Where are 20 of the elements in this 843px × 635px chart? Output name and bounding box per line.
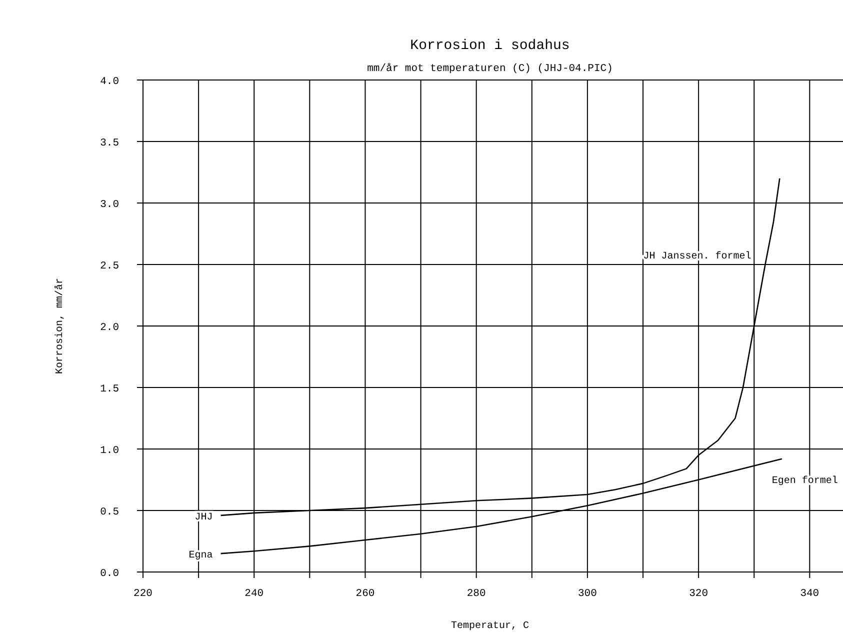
chart-title: Korrosion i sodahus xyxy=(410,38,570,54)
y-axis-title: Korrosion, mm/år xyxy=(54,278,66,374)
y-tick-label: 3.0 xyxy=(100,199,119,211)
y-tick-label: 0.0 xyxy=(100,568,119,580)
y-tick-label: 2.5 xyxy=(100,260,119,272)
x-tick-label: 240 xyxy=(244,588,264,600)
y-tick-label: 2.0 xyxy=(100,322,119,334)
y-tick-label: 3.5 xyxy=(100,138,119,150)
x-tick-label: 300 xyxy=(578,588,597,600)
y-tick-label: 1.5 xyxy=(100,384,119,396)
x-tick-label: 220 xyxy=(134,588,152,600)
y-tick-label: 0.5 xyxy=(100,506,119,518)
y-tick-label: 1.0 xyxy=(100,445,119,457)
x-tick-label: 280 xyxy=(466,588,486,600)
x-tick-label: 320 xyxy=(689,588,708,600)
x-tick-label: 260 xyxy=(356,588,375,600)
chart-subtitle: mm/år mot temperaturen (C) (JHJ-04.PIC) xyxy=(367,63,613,75)
y-tick-label: 4.0 xyxy=(100,76,119,88)
x-axis-title: Temperatur, C xyxy=(450,621,530,632)
x-tick-label: 340 xyxy=(800,588,820,600)
